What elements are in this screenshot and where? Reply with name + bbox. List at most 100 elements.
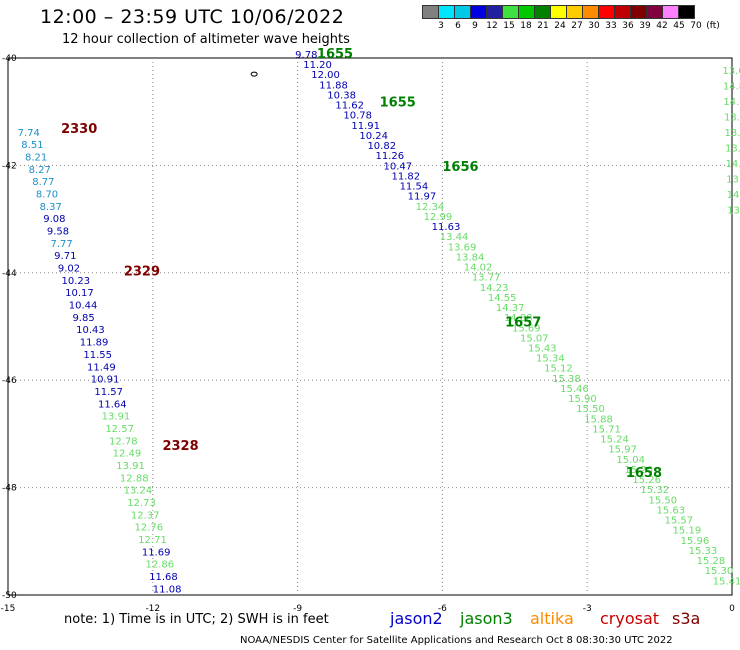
track-value: 13.69 [448, 242, 477, 253]
track-value: 14.8 [723, 82, 740, 93]
track-value: 11.57 [94, 387, 123, 398]
track-value: 10.91 [91, 375, 120, 386]
track-value: 14.1 [726, 159, 740, 170]
track-value: 14.5 [727, 190, 740, 201]
track-value: 8.77 [32, 177, 54, 188]
footer-credit: NOAA/NESDIS Center for Satellite Applica… [240, 635, 673, 646]
track-value: 9.08 [43, 214, 65, 225]
track-value: 14.37 [496, 303, 525, 314]
track-value: 9.02 [58, 264, 80, 275]
track-value: 15.97 [608, 445, 637, 456]
track-value: 13.2 [724, 128, 740, 139]
color-scale-label: 9 [472, 21, 478, 31]
track-value: 14.55 [488, 293, 517, 304]
x-tick-label: -3 [583, 604, 592, 614]
track-value: 9.58 [47, 227, 69, 238]
color-scale-label: 24 [554, 21, 566, 31]
track-value: 10.43 [76, 325, 105, 336]
track-value: 8.37 [40, 202, 62, 213]
pass-time-label: 2328 [162, 439, 198, 454]
track-value: 11.26 [375, 151, 404, 162]
y-tick-label: -50 [2, 591, 17, 601]
y-tick-label: -40 [2, 54, 17, 64]
map-subtitle: 12 hour collection of altimeter wave hei… [62, 32, 350, 47]
track-value: 13.4 [725, 144, 740, 155]
track-value: 13.9 [724, 113, 740, 124]
track-value: 15.28 [697, 556, 726, 567]
track-value: 15.90 [568, 394, 597, 405]
color-scale-label: 45 [673, 21, 685, 31]
track-value: 11.55 [83, 350, 112, 361]
track-value: 13.77 [472, 273, 501, 284]
track-value: 7.77 [51, 239, 73, 250]
track-value: 11.62 [335, 101, 364, 112]
track-value: 13.44 [440, 232, 469, 243]
track-value: 15.38 [552, 374, 581, 385]
x-tick-label: 0 [729, 604, 735, 614]
color-scale-label: 21 [537, 21, 549, 31]
track-value: 12.34 [416, 202, 445, 213]
track-value: 15.19 [673, 526, 702, 537]
pass-time-label: 1657 [505, 316, 541, 331]
track-value: 9.71 [54, 251, 76, 262]
color-scale-label: 3 [438, 21, 444, 31]
color-scale-label: (ft) [706, 21, 720, 31]
track-value: 11.91 [351, 121, 380, 132]
track-value: 15.33 [689, 546, 718, 557]
x-tick-label: -12 [145, 604, 160, 614]
track-value: 12.78 [109, 436, 138, 447]
map-frame [7, 57, 733, 596]
track-value: 12.88 [120, 473, 149, 484]
track-value: 11.49 [87, 362, 116, 373]
track-value: 10.78 [343, 111, 372, 122]
track-value: 11.54 [400, 182, 429, 193]
track-value: 10.47 [384, 161, 413, 172]
pass-time-label: 1655 [380, 95, 416, 110]
legend-altika: altika [530, 609, 574, 628]
track-value: 13.84 [456, 252, 485, 263]
track-value: 15.24 [600, 435, 629, 446]
track-value: 7.74 [18, 128, 40, 139]
track-value: 13.0 [727, 206, 740, 217]
track-value: 12.71 [138, 535, 167, 546]
track-value: 12.57 [105, 424, 134, 435]
track-value: 15.04 [616, 455, 645, 466]
track-value: 8.70 [36, 190, 58, 201]
color-scale-labels: 3 6 9 12 15 18 21 24 27 30 33 36 39 42 45 70 (ft) [422, 21, 732, 33]
track-value: 10.82 [367, 141, 396, 152]
track-value: 11.69 [142, 547, 171, 558]
y-tick-label: -48 [2, 484, 17, 494]
track-value: 11.63 [432, 222, 461, 233]
color-scale-label: 12 [486, 21, 498, 31]
track-value: 15.63 [656, 505, 685, 516]
y-tick-label: -46 [2, 376, 17, 386]
track-value: 11.97 [408, 192, 437, 203]
color-scale-label: 70 [690, 21, 702, 31]
track-value: 15.07 [520, 333, 549, 344]
track-value: 12.86 [145, 560, 174, 571]
color-scale-label: 6 [455, 21, 461, 31]
track-value: 15.30 [705, 566, 734, 577]
track-value: 15.20 [624, 465, 653, 476]
legend-cryosat: cryosat [600, 609, 660, 628]
track-value: 14.3 [723, 97, 740, 108]
track-value: 11.88 [319, 80, 348, 91]
track-value: 11.89 [80, 338, 109, 349]
track-value: 15.46 [560, 384, 589, 395]
x-tick-label: -15 [1, 604, 16, 614]
track-value: 14.23 [480, 283, 509, 294]
y-tick-label: -42 [2, 161, 17, 171]
track-value: 10.38 [327, 90, 356, 101]
track-value: 15.69 [512, 323, 541, 334]
track-value: 8.21 [25, 153, 47, 164]
color-scale-bar [422, 5, 695, 19]
track-value: 15.43 [528, 343, 557, 354]
color-scale-label: 33 [605, 21, 617, 31]
map-title: 12:00 – 23:59 UTC 10/06/2022 [40, 6, 345, 28]
track-value: 15.50 [648, 495, 677, 506]
track-value: 10.24 [359, 131, 388, 142]
track-value: 12.37 [131, 510, 160, 521]
track-value: 15.32 [640, 485, 669, 496]
track-value: 15.26 [632, 475, 661, 486]
